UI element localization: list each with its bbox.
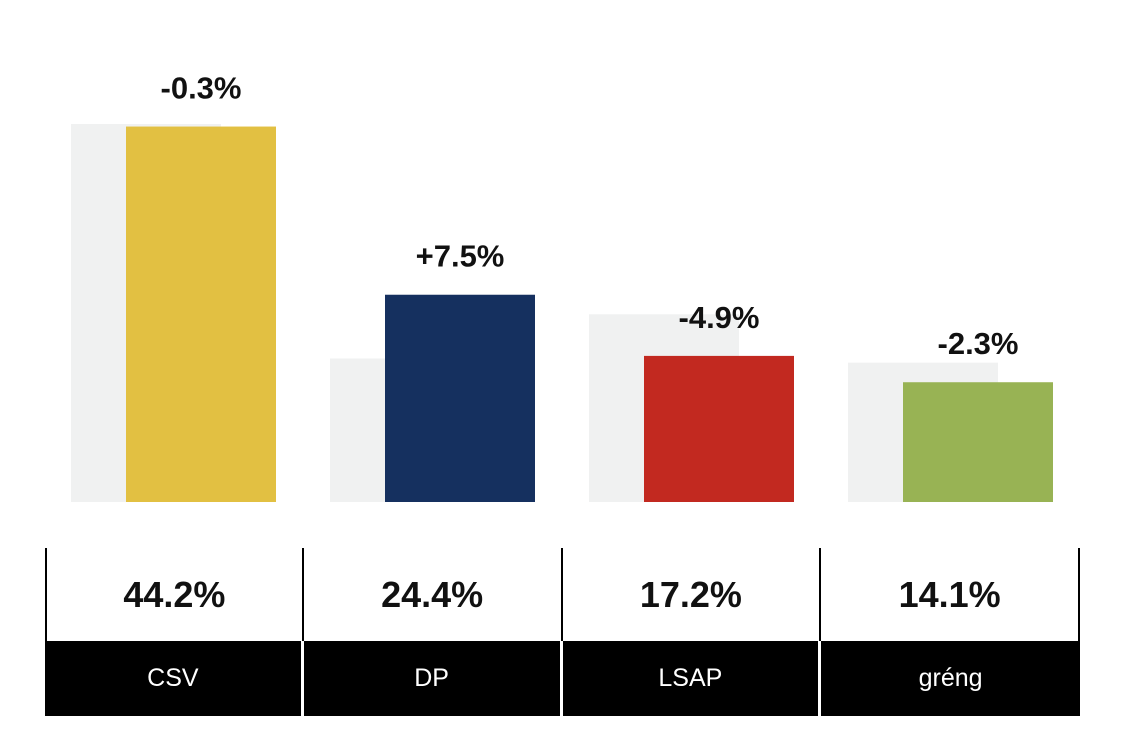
value-dp: 24.4% <box>304 548 563 641</box>
change-label-csv: -0.3% <box>161 71 242 106</box>
value-csv: 44.2% <box>45 548 304 641</box>
result-bar-csv <box>126 126 276 503</box>
party-name-greng: gréng <box>821 641 1080 716</box>
result-bar-lsap <box>644 355 794 502</box>
value-greng: 14.1% <box>821 548 1080 641</box>
party-name-lsap: LSAP <box>562 641 822 716</box>
party-name-dp: DP <box>303 641 563 716</box>
change-label-lsap: -4.9% <box>679 300 760 335</box>
result-bar-dp <box>385 294 535 502</box>
bar-chart: -0.3% +7.5% -4.9% -2.3% <box>71 71 1053 503</box>
result-bar-greng <box>903 382 1053 502</box>
change-label-dp: +7.5% <box>416 239 505 274</box>
change-label-greng: -2.3% <box>938 326 1019 361</box>
value-lsap: 17.2% <box>563 548 822 641</box>
party-name-csv: CSV <box>45 641 304 716</box>
results-table: 44.2% 24.4% 17.2% 14.1% CSV DP LSAP grén… <box>45 548 1080 716</box>
